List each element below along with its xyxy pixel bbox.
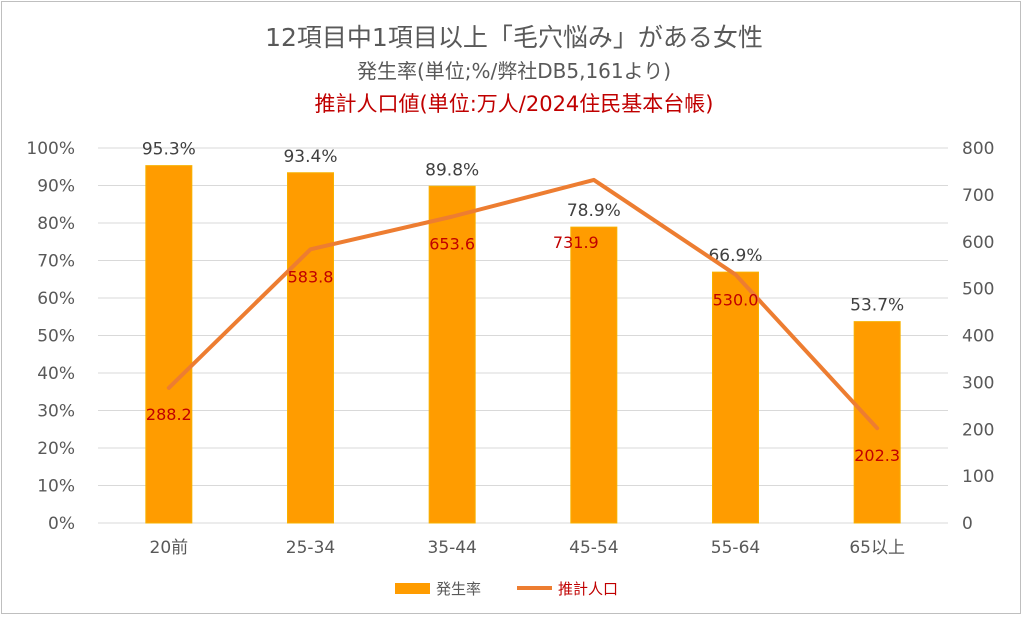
legend: 発生率 推計人口	[395, 580, 618, 598]
right-tick-label: 300	[962, 373, 994, 393]
bar	[712, 271, 759, 524]
line-value-label: 583.8	[288, 267, 334, 286]
left-tick-label: 20%	[37, 439, 75, 459]
line-series	[166, 177, 880, 431]
bar	[287, 172, 334, 524]
category-label: 25-34	[286, 538, 335, 558]
bar-data-labels: 95.3% 93.4% 89.8% 78.9% 66.9% 53.7%	[142, 140, 904, 316]
line-value-label: 288.2	[146, 405, 192, 424]
right-tick-label: 500	[962, 280, 994, 300]
chart-title: 12項目中1項目以上「毛穴悩み」がある女性	[265, 23, 763, 52]
category-label: 65以上	[849, 538, 905, 558]
bar-value-label: 95.3%	[142, 140, 196, 160]
bar-value-label: 66.9%	[708, 246, 762, 266]
line-value-label: 530.0	[713, 291, 759, 310]
legend-line-label: 推計人口	[558, 580, 618, 598]
bar	[145, 165, 193, 524]
line-value-label: 653.6	[429, 235, 475, 254]
legend-bar-swatch	[395, 583, 430, 594]
right-axis: 0 100 200 300 400 500 600 700 800	[962, 139, 994, 534]
right-tick-label: 800	[962, 139, 994, 159]
right-tick-label: 700	[962, 186, 994, 206]
bar-series	[145, 165, 901, 524]
left-tick-label: 80%	[37, 214, 75, 234]
category-label: 20前	[150, 538, 189, 558]
gridlines	[98, 147, 948, 524]
chart-subtitle-population: 推計人口値(単位:万人/2024住民基本台帳)	[315, 92, 714, 116]
bar-value-label: 89.8%	[425, 160, 479, 180]
bar-value-label: 53.7%	[850, 296, 904, 316]
bar-value-label: 78.9%	[567, 201, 621, 221]
right-tick-label: 400	[962, 327, 994, 347]
bar	[853, 321, 901, 524]
bar	[570, 226, 618, 524]
right-tick-label: 600	[962, 233, 994, 253]
population-line	[166, 177, 880, 431]
right-tick-label: 200	[962, 420, 994, 440]
category-label: 35-44	[427, 538, 476, 558]
category-axis: 20前 25-34 35-44 45-54 55-64 65以上	[150, 538, 905, 558]
left-tick-label: 30%	[37, 402, 75, 422]
left-tick-label: 100%	[26, 139, 75, 159]
line-value-label: 731.9	[553, 233, 599, 252]
line-value-label: 202.3	[854, 446, 900, 465]
left-tick-label: 60%	[37, 289, 75, 309]
category-label: 45-54	[569, 538, 618, 558]
left-tick-label: 50%	[37, 327, 75, 347]
chart-subtitle-rate: 発生率(単位;%/弊社DB5,161より)	[357, 59, 671, 83]
left-tick-label: 70%	[37, 252, 75, 272]
bar	[428, 185, 476, 524]
right-tick-label: 100	[962, 467, 994, 487]
line-data-labels: 288.2 583.8 653.6 731.9 530.0 202.3	[146, 233, 900, 465]
left-tick-label: 10%	[37, 477, 75, 497]
left-tick-label: 0%	[48, 514, 75, 534]
left-tick-label: 40%	[37, 364, 75, 384]
bar-value-label: 93.4%	[283, 147, 337, 167]
left-tick-label: 90%	[37, 177, 75, 197]
right-tick-label: 0	[962, 514, 973, 534]
category-label: 55-64	[711, 538, 760, 558]
left-axis: 0% 10% 20% 30% 40% 50% 60% 70% 80% 90% 100%	[26, 139, 75, 534]
legend-bar-label: 発生率	[436, 580, 481, 598]
